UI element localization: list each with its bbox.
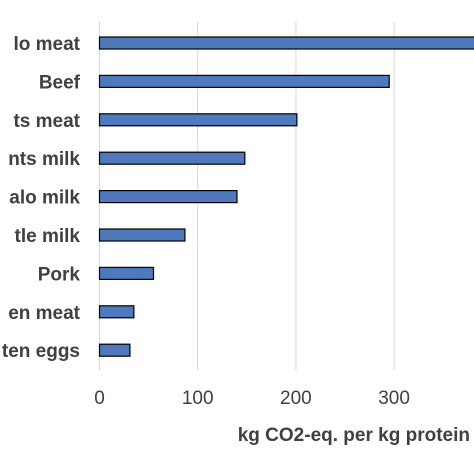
bars <box>98 36 474 357</box>
bar <box>98 74 390 89</box>
bar <box>98 151 246 165</box>
x-axis-title: kg CO2-eq. per kg protein <box>238 425 470 446</box>
bar <box>98 190 238 204</box>
bar <box>98 343 131 357</box>
x-tick-label: 0 <box>94 388 105 409</box>
bar <box>98 113 298 127</box>
x-tick-label: 200 <box>280 388 312 409</box>
category-label: alo milk <box>9 188 80 209</box>
bar <box>98 266 155 280</box>
category-label: tle milk <box>15 226 81 247</box>
bar <box>98 305 135 319</box>
x-tick-label: 100 <box>182 388 214 409</box>
category-label: Beef <box>39 72 81 93</box>
x-tick-labels: 0 100 200 300 <box>94 388 410 409</box>
category-label: lo meat <box>13 34 80 55</box>
x-tick-label: 300 <box>378 388 410 409</box>
category-labels: lo meat Beef ts meat nts milk alo milk tle mi… <box>2 34 81 362</box>
bar <box>98 228 186 242</box>
category-label: en meat <box>8 303 80 324</box>
bar <box>98 36 474 50</box>
category-label: ten eggs <box>2 341 80 362</box>
category-label: ts meat <box>13 111 80 132</box>
category-label: nts milk <box>8 149 80 170</box>
category-label: Pork <box>38 264 81 285</box>
